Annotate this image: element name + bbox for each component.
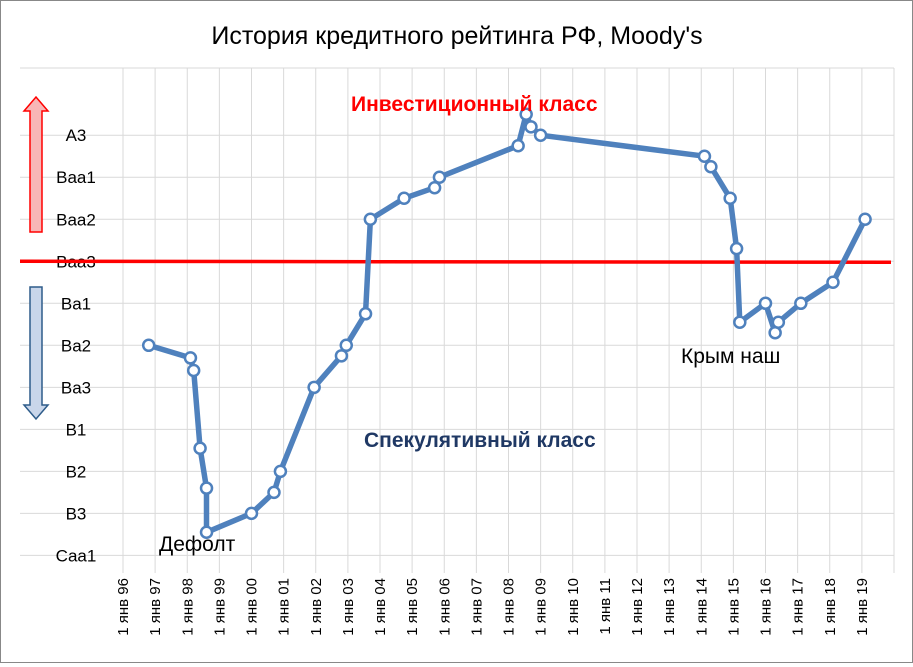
grid-lines xyxy=(20,67,895,573)
crimea-annotation: Крым наш xyxy=(681,345,780,368)
rating-point xyxy=(826,275,840,290)
rating-point xyxy=(199,481,214,495)
rating-point xyxy=(186,363,201,378)
x-tick-label: 1 янв 08 xyxy=(501,578,518,636)
rating-point xyxy=(771,315,786,329)
rating-point xyxy=(723,191,737,206)
x-tick-label: 1 янв 00 xyxy=(244,578,261,636)
investment-grade-label: Инвестиционный класс xyxy=(351,93,598,116)
rating-point xyxy=(307,380,321,395)
y-tick-label: B1 xyxy=(66,420,87,439)
class-arrows xyxy=(22,95,50,421)
investment-threshold xyxy=(19,259,892,265)
x-tick-label: 1 янв 99 xyxy=(211,578,228,636)
up-arrow-icon xyxy=(22,95,50,233)
x-tick-label: 1 янв 16 xyxy=(758,578,775,636)
rating-point xyxy=(794,296,808,311)
x-tick-label: 1 янв 14 xyxy=(693,578,710,636)
investment-threshold-line xyxy=(19,259,892,265)
rating-point xyxy=(758,296,773,311)
speculative-grade-label: Спекулятивный класс xyxy=(364,429,596,452)
x-tick-label: 1 янв 04 xyxy=(372,578,389,636)
rating-point xyxy=(267,485,281,500)
rating-point xyxy=(141,338,156,353)
x-tick-label: 1 янв 11 xyxy=(597,578,614,635)
rating-point xyxy=(244,506,259,521)
x-tick-label: 1 янв 10 xyxy=(565,578,582,636)
rating-point xyxy=(432,170,447,184)
x-tick-label: 1 янв 97 xyxy=(147,578,164,636)
x-tick-label: 1 янв 98 xyxy=(179,578,196,636)
x-tick-label: 1 янв 09 xyxy=(533,578,550,636)
rating-point xyxy=(183,351,198,365)
rating-point xyxy=(729,241,744,256)
rating-point xyxy=(334,349,349,363)
y-tick-label: Ba3 xyxy=(61,378,91,397)
x-tick-label: 1 янв 05 xyxy=(404,578,421,636)
y-tick-label: Baa2 xyxy=(56,210,96,229)
x-tick-label: 1 янв 15 xyxy=(725,578,742,636)
y-tick-label: Ba1 xyxy=(61,294,91,313)
rating-point xyxy=(397,191,411,206)
down-arrow-icon xyxy=(22,286,50,421)
rating-point xyxy=(339,338,354,353)
rating-point xyxy=(533,128,548,142)
series-markers xyxy=(141,107,872,540)
x-tick-label: 1 янв 19 xyxy=(854,578,871,636)
rating-point xyxy=(733,315,747,329)
x-tick-label: 1 янв 06 xyxy=(436,578,453,636)
rating-point xyxy=(199,525,214,540)
y-tick-label: B3 xyxy=(66,504,87,523)
y-tick-label: Caa1 xyxy=(56,546,97,565)
x-tick-label: 1 янв 13 xyxy=(661,578,678,636)
chart-title: История кредитного рейтинга РФ, Moody's xyxy=(211,22,702,50)
x-tick-label: 1 янв 02 xyxy=(308,578,325,636)
y-tick-label: A3 xyxy=(66,126,87,145)
x-tick-label: 1 янв 96 xyxy=(115,578,132,636)
rating-point xyxy=(697,149,712,163)
default-annotation: Дефолт xyxy=(159,533,236,556)
x-tick-label: 1 янв 01 xyxy=(276,578,293,636)
y-tick-label: Baa1 xyxy=(56,168,96,187)
rating-point xyxy=(273,464,288,479)
rating-point xyxy=(358,307,373,321)
x-tick-label: 1 янв 12 xyxy=(629,578,646,636)
x-tick-label: 1 янв 07 xyxy=(468,578,485,636)
y-tick-label: Ba2 xyxy=(61,336,91,355)
rating-point xyxy=(519,107,533,121)
y-tick-label: B2 xyxy=(66,462,87,481)
rating-point xyxy=(363,212,378,227)
rating-point xyxy=(704,159,718,174)
rating-point xyxy=(193,441,207,456)
rating-point xyxy=(427,180,442,195)
x-tick-label: 1 янв 03 xyxy=(340,578,357,636)
x-tick-label: 1 янв 17 xyxy=(790,578,807,636)
rating-point xyxy=(511,138,525,153)
x-axis-ticks: 1 янв 96 1 янв 97 1 янв 98 1 янв 99 1 янв 00… xyxy=(115,578,871,636)
rating-point xyxy=(524,120,538,134)
rating-point xyxy=(858,212,872,227)
x-tick-label: 1 янв 18 xyxy=(822,578,839,636)
